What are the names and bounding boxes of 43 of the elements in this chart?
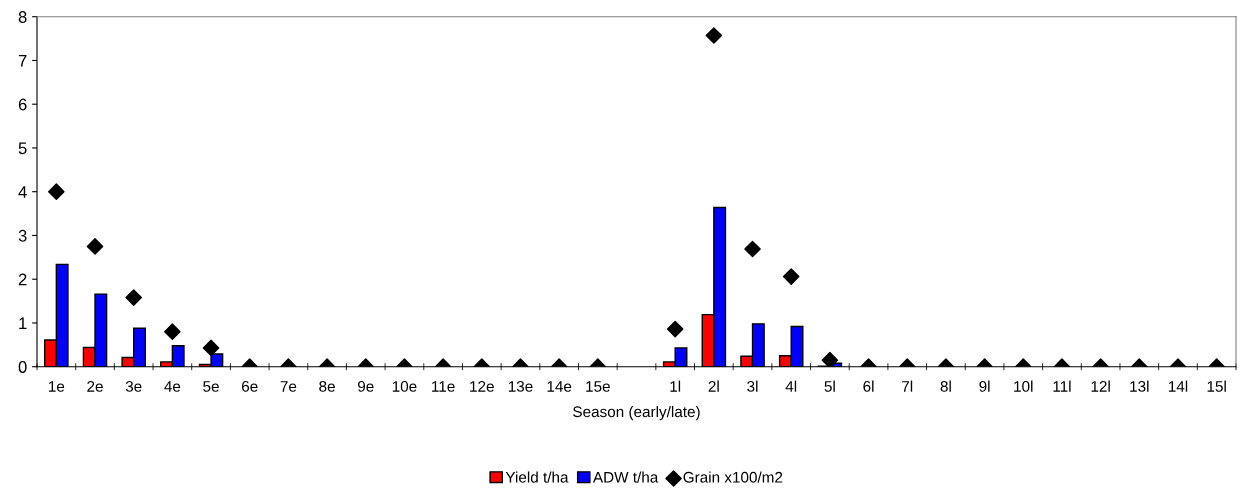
x-tick-label: 15e xyxy=(586,381,610,392)
y-tick-label: 5 xyxy=(18,142,27,155)
legend-label: ADW t/ha xyxy=(592,471,659,483)
x-tick-label: 13l xyxy=(1130,380,1149,392)
x-tick-label: 14l xyxy=(1168,380,1188,392)
x-tick-label: 15l xyxy=(1207,380,1226,392)
x-tick-label: 11l xyxy=(1053,380,1071,392)
x-tick-label: 14e xyxy=(547,381,572,392)
x-tick-label: 2l xyxy=(708,380,719,392)
x-tick-label: 4l xyxy=(785,380,797,392)
x-tick-label: 2e xyxy=(87,380,103,392)
y-tick-label: 4 xyxy=(18,186,27,198)
y-tick-label: 2 xyxy=(18,273,27,286)
x-tick-label: 9l xyxy=(979,380,990,392)
x-tick-label: 12l xyxy=(1091,380,1110,392)
x-tick-label: 3e xyxy=(125,380,142,392)
x-tick-label: 8e xyxy=(319,380,335,392)
x-tick-label: 8l xyxy=(940,380,951,392)
y-tick-label: 0 xyxy=(18,361,27,373)
y-tick-label: 7 xyxy=(18,55,27,67)
legend-label: Grain x100/m2 xyxy=(683,471,783,483)
x-tick-label: 1e xyxy=(49,381,65,392)
y-tick-label: 6 xyxy=(18,98,27,111)
y-tick-label: 8 xyxy=(18,11,27,23)
x-tick-label: 13e xyxy=(508,380,533,392)
x-tick-label: 12e xyxy=(470,380,494,392)
x-tick-label: 3l xyxy=(747,380,758,392)
x-tick-label: 5e xyxy=(203,381,219,392)
x-tick-label: 11e xyxy=(432,381,455,392)
y-tick-label: 1 xyxy=(19,317,27,329)
x-tick-label: 7e xyxy=(280,381,297,392)
x-tick-label: 5l xyxy=(824,380,835,392)
x-tick-label: 1l xyxy=(670,380,681,392)
x-tick-label: 10e xyxy=(392,380,417,392)
legend-label: Yield t/ha xyxy=(505,471,569,483)
x-tick-label: 7l xyxy=(902,380,913,392)
x-tick-label: 6e xyxy=(242,380,258,392)
x-tick-label: 9e xyxy=(357,380,374,392)
x-tick-label: 4e xyxy=(164,381,181,392)
y-tick-label: 3 xyxy=(18,229,27,242)
x-tick-label: 10l xyxy=(1014,380,1033,392)
x-axis-title: Season (early/late) xyxy=(573,405,700,421)
x-tick-label: 6l xyxy=(863,380,874,392)
